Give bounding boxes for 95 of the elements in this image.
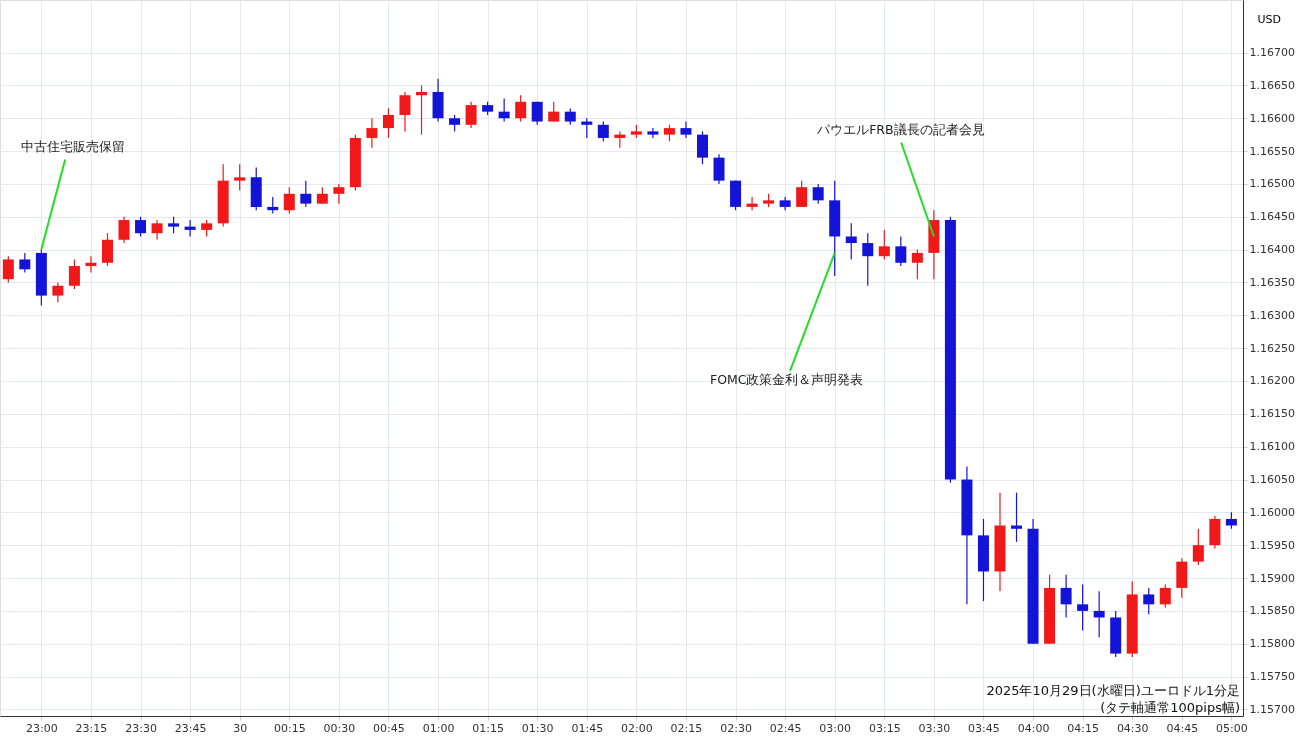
candlestick [399,91,411,132]
candlestick [1060,574,1072,619]
y-tick-label: 1.15800 [1249,637,1295,651]
candlestick [581,117,593,139]
candlestick [1143,587,1155,615]
candlestick [680,120,692,139]
x-tick-label: 02:30 [720,721,752,735]
candlestick [19,252,31,274]
x-tick-label: 03:45 [968,721,1000,735]
x-tick-label: 01:45 [571,721,604,735]
x-tick-label: 23:45 [174,721,207,735]
candlestick [382,107,394,139]
candlestick [878,229,890,261]
candlestick [895,235,907,267]
candlestick [300,180,312,208]
x-tick-label: 03:30 [918,721,951,735]
x-tick-label: 02:45 [769,721,802,735]
y-tick-label: 1.15700 [1249,702,1295,716]
y-tick-label: 1.15950 [1249,538,1295,552]
y-tick-label: 1.16700 [1249,46,1295,60]
candlestick [696,130,708,165]
candlestick [416,84,428,136]
candlestick [118,216,130,244]
annotation: パウエルFRB議長の記者会見 [816,122,985,138]
y-tick-label: 1.16650 [1249,78,1295,92]
y-tick-label: 1.16550 [1249,144,1295,158]
candlestick [234,163,246,192]
candlestick [184,219,196,238]
candlestick [647,127,659,139]
candlestick [1077,584,1089,632]
candlestick [68,258,80,290]
candlestick [713,153,725,185]
y-axis-title: USD [1257,12,1282,26]
y-tick-label: 1.16100 [1249,440,1295,454]
candlestick [151,219,163,241]
candlestick [746,196,758,211]
y-tick-label: 1.16400 [1249,243,1295,257]
x-tick-label: 01:15 [472,721,504,735]
x-tick-label: 02:15 [670,721,703,735]
x-tick-label: 01:00 [422,721,455,735]
candlestick [597,120,609,142]
x-tick-label: 00:45 [373,721,405,735]
x-tick-label: 30 [233,721,248,735]
y-tick-label: 1.16000 [1249,505,1295,519]
y-tick-label: 1.16450 [1249,210,1295,224]
x-tick-label: 00:15 [273,721,306,735]
x-tick-label: 03:00 [819,721,852,735]
candlestick [862,232,874,287]
candlestick [333,183,345,205]
candlestick [135,216,147,238]
candlestick [1159,584,1171,609]
annotation: FOMC政策金利＆声明発表 [709,371,864,387]
x-tick-label: 23:00 [26,721,58,735]
candlestick [1011,492,1023,543]
x-tick-label: 04:00 [1017,721,1050,735]
candlestick [101,232,113,267]
y-tick-label: 1.16150 [1249,407,1295,421]
x-tick-label: 02:00 [621,721,653,735]
x-tick-label: 23:15 [75,721,108,735]
candlestick [1093,590,1105,638]
candlestick [52,281,64,303]
x-tick-label: 05:00 [1216,721,1248,735]
y-tick-label: 1.16300 [1249,308,1295,322]
candlestick [796,180,808,208]
candlestick [465,101,477,129]
x-tick-label: 01:30 [521,721,554,735]
x-tick-label: 00:30 [323,721,356,735]
candlestick [498,97,510,123]
candlestick [85,255,97,274]
x-tick-label: 23:30 [125,721,157,735]
annotation: 2025年10月29日(水曜日)ユーロドル1分足 [986,683,1240,698]
y-tick-label: 1.16200 [1249,374,1295,388]
candlestick [283,186,295,215]
y-tick-label: 1.16250 [1249,341,1295,355]
x-tick-label: 04:30 [1116,721,1149,735]
y-tick-label: 1.16050 [1249,473,1295,487]
annotation: (タテ軸通常100pips幅) [1100,700,1240,715]
x-tick-label: 04:45 [1166,721,1199,735]
annotation: 中古住宅販売保留 [21,138,126,154]
y-tick-label: 1.16350 [1249,275,1295,289]
y-tick-label: 1.16600 [1249,111,1295,125]
candlestick [845,222,857,261]
x-tick-label: 04:15 [1067,721,1099,735]
y-tick-label: 1.15850 [1249,604,1295,618]
candlestick [2,255,14,284]
candlestick [911,249,923,280]
y-tick-label: 1.16500 [1249,177,1295,191]
candlestick [366,117,378,149]
candlestick [812,183,824,205]
y-tick-label: 1.15750 [1249,670,1295,684]
x-tick-label: 03:15 [868,721,901,735]
candlestick [548,101,560,123]
candlestick [515,94,527,123]
y-tick-label: 1.15900 [1249,571,1295,585]
candlestick [1192,528,1204,566]
